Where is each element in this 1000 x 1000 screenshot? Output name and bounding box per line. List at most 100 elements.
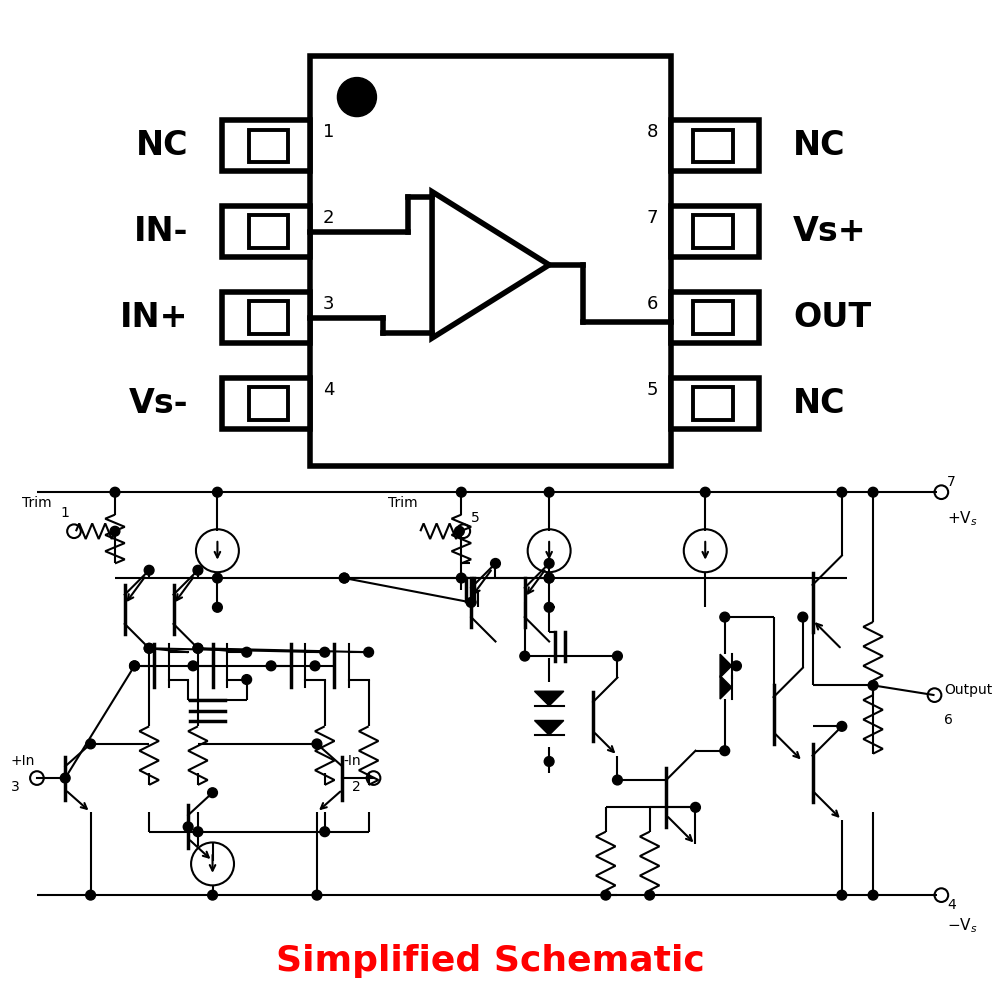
Text: 4: 4 <box>947 898 956 912</box>
Bar <box>249 387 288 420</box>
Bar <box>249 215 288 248</box>
Text: NC: NC <box>136 129 188 162</box>
Text: -In: -In <box>343 754 361 768</box>
Circle shape <box>312 890 322 900</box>
Bar <box>693 215 733 248</box>
Text: 3: 3 <box>323 295 334 313</box>
Circle shape <box>798 612 808 622</box>
Text: 7: 7 <box>947 475 956 489</box>
Text: 2: 2 <box>323 209 334 227</box>
Circle shape <box>320 827 330 837</box>
Bar <box>222 120 310 171</box>
Circle shape <box>520 651 530 661</box>
Polygon shape <box>535 720 564 735</box>
Circle shape <box>86 890 95 900</box>
Circle shape <box>544 559 554 568</box>
Circle shape <box>491 559 500 568</box>
Circle shape <box>613 775 622 785</box>
Circle shape <box>601 890 611 900</box>
Circle shape <box>144 565 154 575</box>
Polygon shape <box>720 654 732 678</box>
Circle shape <box>613 651 622 661</box>
Text: Output: Output <box>944 683 993 697</box>
Circle shape <box>544 487 554 497</box>
Bar <box>222 292 310 343</box>
Bar <box>671 292 759 343</box>
Text: +In: +In <box>11 754 35 768</box>
Polygon shape <box>535 691 564 706</box>
Text: 1: 1 <box>323 123 334 141</box>
Circle shape <box>193 565 203 575</box>
Circle shape <box>213 602 222 612</box>
Circle shape <box>130 661 139 671</box>
Text: IN+: IN+ <box>120 301 188 334</box>
Circle shape <box>466 598 476 607</box>
Circle shape <box>60 773 70 783</box>
Circle shape <box>837 487 847 497</box>
Bar <box>693 130 733 162</box>
Circle shape <box>320 647 330 657</box>
Bar <box>671 120 759 171</box>
Text: Simplified Schematic: Simplified Schematic <box>276 944 705 978</box>
Circle shape <box>544 573 554 583</box>
Circle shape <box>337 78 376 117</box>
Text: 6: 6 <box>647 295 658 313</box>
Text: NC: NC <box>793 129 846 162</box>
Text: 5: 5 <box>647 381 658 399</box>
Circle shape <box>266 661 276 671</box>
Circle shape <box>691 802 700 812</box>
Text: Trim: Trim <box>22 496 52 510</box>
Text: +V$_s$: +V$_s$ <box>947 510 978 528</box>
Circle shape <box>837 890 847 900</box>
Circle shape <box>645 890 655 900</box>
Circle shape <box>144 643 154 653</box>
Text: NC: NC <box>793 387 846 420</box>
Text: 6: 6 <box>944 713 953 727</box>
Text: Vs-: Vs- <box>129 387 188 420</box>
Bar <box>222 378 310 429</box>
Bar <box>671 206 759 257</box>
Circle shape <box>456 487 466 497</box>
Bar <box>222 206 310 257</box>
Circle shape <box>242 675 252 684</box>
Circle shape <box>213 573 222 583</box>
Circle shape <box>544 602 554 612</box>
Bar <box>693 301 733 334</box>
Circle shape <box>312 739 322 749</box>
Circle shape <box>732 661 741 671</box>
Text: Trim: Trim <box>388 496 418 510</box>
Text: Vs+: Vs+ <box>793 215 867 248</box>
Circle shape <box>364 647 374 657</box>
Bar <box>249 301 288 334</box>
Circle shape <box>339 573 349 583</box>
Circle shape <box>339 573 349 583</box>
Circle shape <box>86 739 95 749</box>
Circle shape <box>183 822 193 832</box>
Text: 8: 8 <box>647 123 658 141</box>
Circle shape <box>208 890 217 900</box>
Circle shape <box>456 573 466 583</box>
Text: 7: 7 <box>647 209 658 227</box>
Circle shape <box>213 487 222 497</box>
Circle shape <box>208 788 217 798</box>
Text: 1: 1 <box>60 506 69 520</box>
Circle shape <box>188 661 198 671</box>
Circle shape <box>837 721 847 731</box>
Text: 4: 4 <box>323 381 334 399</box>
Text: $-$V$_s$: $-$V$_s$ <box>947 917 978 935</box>
Polygon shape <box>720 676 732 699</box>
Circle shape <box>720 746 730 756</box>
Circle shape <box>193 827 203 837</box>
Text: OUT: OUT <box>793 301 871 334</box>
Bar <box>310 56 671 466</box>
Circle shape <box>310 661 320 671</box>
Circle shape <box>193 643 203 653</box>
Circle shape <box>700 487 710 497</box>
Circle shape <box>455 526 464 536</box>
Circle shape <box>242 647 252 657</box>
Text: 5: 5 <box>471 511 480 525</box>
Circle shape <box>544 757 554 766</box>
Circle shape <box>868 890 878 900</box>
Circle shape <box>110 526 120 536</box>
Circle shape <box>868 487 878 497</box>
